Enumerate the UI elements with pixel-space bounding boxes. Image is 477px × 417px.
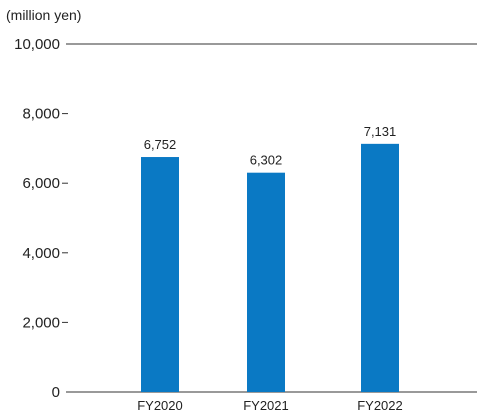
- data-label: 6,302: [250, 153, 283, 168]
- data-label: 6,752: [144, 137, 177, 152]
- x-tick-label: FY2021: [243, 398, 289, 413]
- x-tick-label: FY2020: [137, 398, 183, 413]
- y-tick-label: 6,000: [22, 175, 60, 192]
- y-axis-unit-label: (million yen): [6, 7, 81, 23]
- y-tick-label: 2,000: [22, 314, 60, 331]
- bar-fy2021: [247, 172, 285, 392]
- data-labels: 6,752 6,302 7,131: [144, 124, 397, 168]
- y-tick-label: 10,000: [14, 36, 60, 53]
- y-tick-label: 4,000: [22, 245, 60, 262]
- data-label: 7,131: [364, 124, 397, 139]
- bar-series: [141, 143, 399, 392]
- bar-fy2022: [361, 143, 399, 392]
- x-tick-label: FY2022: [357, 398, 403, 413]
- y-axis: 0 2,000 4,000 6,000 8,000 10,000: [14, 36, 68, 401]
- bar-fy2020: [141, 157, 179, 392]
- x-axis: FY2020 FY2021 FY2022: [66, 391, 477, 413]
- y-tick-label: 8,000: [22, 106, 60, 123]
- y-tick-label: 0: [52, 384, 60, 401]
